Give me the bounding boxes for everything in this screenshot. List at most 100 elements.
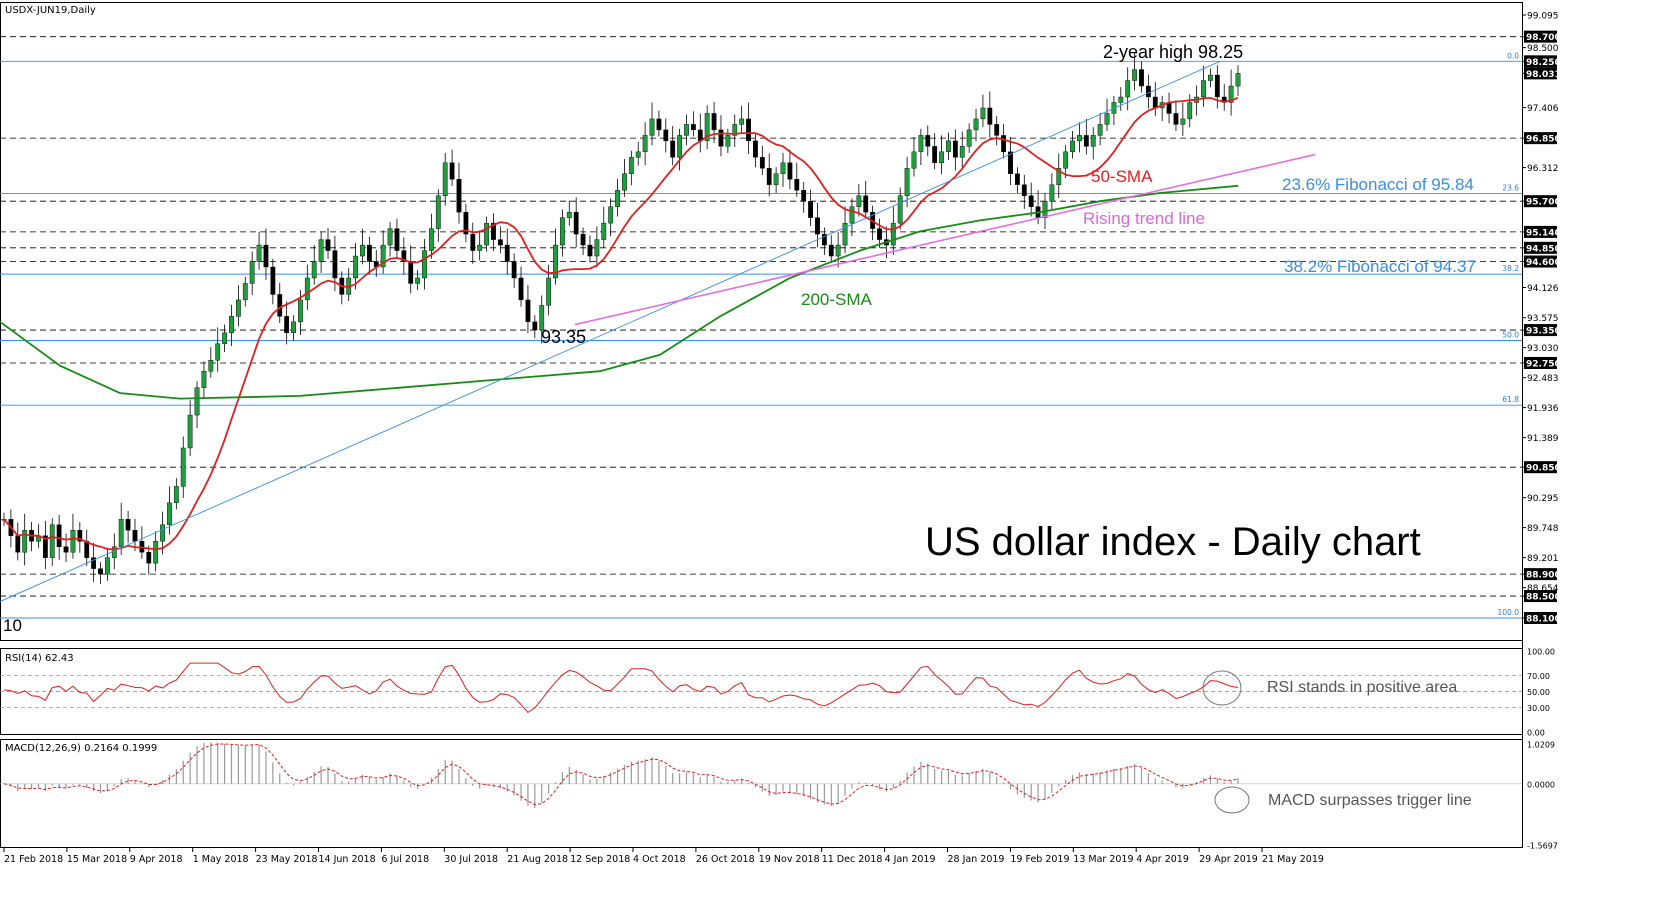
candle-body [925, 135, 931, 147]
price-tick-label: 97.406 [1527, 104, 1559, 114]
price-tick-label: 91.936 [1527, 404, 1559, 414]
candle-body [360, 244, 365, 257]
candle-body [270, 266, 276, 295]
date-label: 6 Jul 2018 [381, 854, 429, 865]
rsi-layer: 100.00 70.00 50.00 30.00 0.00 [0, 648, 1555, 738]
price-box [1524, 241, 1557, 254]
candle-body [835, 244, 841, 257]
fib-tag: 100.0 [1498, 608, 1520, 617]
candle-body [1201, 80, 1206, 98]
candle-body [256, 244, 262, 262]
date-label: 1 May 2018 [193, 854, 249, 865]
fib-tag: 38.2 [1502, 264, 1519, 273]
price-box [1524, 195, 1557, 208]
price-box-label: 94.850 [1526, 244, 1561, 254]
candle-body [132, 530, 138, 542]
candle-body [1208, 74, 1213, 81]
candle-body [566, 211, 572, 218]
candle-body [690, 124, 696, 131]
rsi-tick-label: 0.00 [1527, 729, 1545, 738]
candle-body [560, 217, 565, 246]
macd-tick-label: 1.0209 [1527, 741, 1555, 750]
candle-body [22, 530, 28, 553]
fib-tag: 61.8 [1502, 395, 1519, 404]
candle-body [105, 557, 110, 575]
candle-body [897, 195, 903, 224]
candle-body [146, 551, 152, 564]
candle-body [201, 371, 207, 388]
candle-body [911, 151, 917, 169]
price-box [1524, 568, 1557, 581]
candle-body [415, 277, 421, 284]
price-box [1524, 461, 1557, 474]
candle-body [173, 486, 179, 504]
macd-highlight-circle [1214, 786, 1250, 814]
candle-body [946, 140, 951, 153]
rsi-tick-label: 100.00 [1527, 648, 1555, 657]
date-label: 4 Apr 2019 [1136, 854, 1189, 865]
candle-body [1180, 118, 1186, 125]
candle-body [821, 233, 827, 246]
candle-body [497, 239, 503, 246]
date-label: 28 Jan 2019 [948, 854, 1005, 865]
candle-body [973, 118, 979, 131]
candle-body [249, 261, 255, 284]
candle-body [622, 173, 627, 191]
sma50-annotation: 50-SMA [1091, 167, 1153, 186]
fib-tag: 50.0 [1502, 330, 1519, 339]
price-box [1524, 225, 1557, 238]
price-box-label: 95.700 [1526, 198, 1561, 208]
candle-body [1090, 135, 1096, 147]
candle-body [1077, 135, 1082, 142]
candle-body [656, 118, 662, 131]
candle-body [56, 524, 62, 547]
candle-body [298, 299, 303, 323]
macd-tick-label: 0.0000 [1527, 780, 1555, 789]
candle-body [828, 244, 834, 257]
candle-body [1083, 135, 1089, 147]
candle-body [1187, 102, 1193, 120]
candle-body [49, 524, 55, 558]
candle-body [518, 277, 524, 301]
candle-body [718, 129, 724, 147]
sma200-line [0, 184, 1239, 400]
fib-236-annotation: 23.6% Fibonacci of 95.84 [1282, 175, 1474, 194]
candle-body [435, 195, 441, 229]
price-box [1524, 30, 1557, 43]
candle-body [980, 107, 986, 120]
price-box-label: 94.600 [1526, 258, 1561, 268]
candle-body [42, 535, 48, 558]
price-tick-label: 92.483 [1527, 374, 1559, 384]
date-label: 15 Mar 2018 [67, 854, 127, 865]
price-box [1524, 590, 1557, 603]
candle-body [463, 211, 469, 235]
candle-body [1228, 85, 1234, 103]
candle-body [1125, 80, 1131, 98]
fib-tag: 23.6 [1502, 184, 1519, 193]
candle-body [553, 244, 558, 279]
date-label: 19 Feb 2019 [1010, 854, 1069, 865]
candle-body [380, 244, 386, 268]
date-label: 23 May 2018 [256, 854, 318, 865]
rsi-tick-label: 30.00 [1527, 704, 1550, 713]
candle-body [725, 135, 731, 147]
price-tick-label: 93.575 [1527, 314, 1559, 324]
candle-body [904, 168, 910, 196]
candle-body [194, 387, 200, 416]
candle-body [808, 200, 813, 218]
candle-body [118, 519, 124, 547]
candle-body [63, 546, 69, 553]
candle-body [532, 321, 538, 331]
candle-body [394, 228, 400, 251]
price-box-label: 98.031 [1526, 70, 1561, 80]
low-annotation: 93.35 [541, 327, 586, 347]
candle-body [608, 206, 614, 224]
candle-body [815, 217, 820, 235]
candle-body [491, 222, 496, 240]
date-label: 4 Oct 2018 [633, 854, 686, 865]
candle-body [167, 502, 172, 525]
chart-title: US dollar index - Daily chart [925, 520, 1421, 564]
candle-body [801, 190, 807, 202]
candle-body [222, 332, 228, 344]
